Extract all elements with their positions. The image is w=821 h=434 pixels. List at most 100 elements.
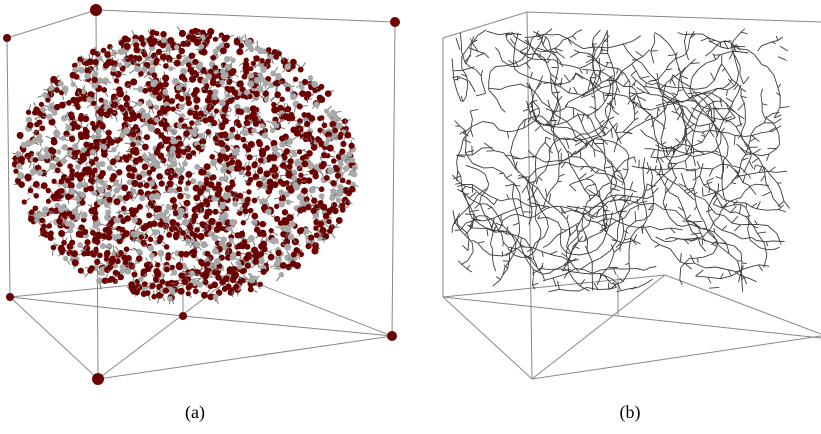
node: [245, 252, 252, 259]
node: [248, 235, 255, 242]
branch: [689, 258, 698, 259]
node: [178, 208, 185, 215]
node: [207, 115, 214, 122]
branch: [701, 135, 705, 137]
branch: [715, 225, 722, 230]
node: [170, 146, 176, 152]
branch: [544, 130, 552, 135]
branch: [567, 127, 576, 130]
node: [163, 138, 169, 144]
node: [297, 207, 303, 213]
branch: [545, 137, 546, 142]
branch: [678, 197, 681, 204]
branch: [545, 142, 551, 149]
node: [175, 94, 181, 100]
node: [190, 35, 197, 42]
node: [179, 175, 185, 181]
node: [60, 136, 65, 141]
branch: [626, 150, 629, 156]
branch: [467, 265, 470, 269]
node: [278, 189, 284, 195]
branch: [708, 277, 721, 279]
node: [37, 170, 43, 176]
cube-edge: [443, 297, 821, 379]
branch: [533, 188, 538, 196]
branch: [579, 179, 585, 190]
branch: [738, 103, 745, 110]
branch: [660, 36, 669, 45]
node: [92, 71, 98, 77]
node: [343, 166, 349, 172]
branch: [552, 92, 560, 93]
node: [260, 123, 265, 128]
node: [278, 105, 284, 111]
node: [298, 173, 303, 178]
node: [140, 240, 146, 246]
node: [73, 99, 79, 105]
branch: [605, 109, 606, 116]
node: [293, 77, 298, 82]
node: [198, 259, 204, 265]
node: [311, 144, 318, 151]
node: [301, 160, 308, 167]
branch: [736, 212, 746, 217]
node: [74, 172, 80, 178]
node: [319, 115, 324, 120]
branch: [726, 90, 727, 96]
branch: [472, 163, 483, 168]
node: [124, 157, 130, 163]
node: [342, 118, 348, 124]
node: [279, 272, 284, 277]
node: [272, 164, 277, 169]
branch: [693, 221, 703, 222]
branch: [678, 33, 683, 35]
node: [258, 282, 263, 287]
cube-edge: [10, 297, 392, 379]
node: [322, 123, 328, 129]
node: [274, 91, 280, 97]
node: [193, 97, 200, 104]
node: [198, 133, 204, 139]
branch: [742, 281, 743, 292]
node: [133, 42, 139, 48]
node: [144, 134, 150, 140]
node: [85, 166, 91, 172]
branch: [698, 257, 704, 258]
node: [165, 255, 171, 261]
node: [221, 114, 226, 119]
node: [337, 184, 343, 190]
node: [54, 157, 60, 163]
node: [243, 64, 250, 71]
node: [173, 232, 180, 239]
branch: [696, 270, 704, 276]
branch: [520, 193, 521, 204]
branch: [693, 154, 705, 156]
node: [116, 169, 122, 175]
node: [200, 241, 207, 248]
node: [323, 213, 330, 220]
node: [306, 177, 312, 183]
node: [34, 122, 40, 128]
branch: [711, 222, 714, 229]
node: [186, 153, 193, 160]
node: [136, 174, 142, 180]
node: [83, 141, 89, 147]
branch: [621, 223, 631, 227]
node: [133, 158, 139, 164]
branch: [617, 223, 619, 230]
branch: [531, 212, 532, 219]
corner-node: [92, 373, 104, 385]
node: [203, 110, 208, 115]
branch: [752, 133, 760, 136]
branch: [559, 174, 565, 176]
node: [116, 90, 121, 95]
branch: [741, 191, 745, 197]
node: [164, 209, 170, 215]
branch: [579, 173, 586, 179]
branch: [522, 55, 525, 59]
branch: [704, 222, 708, 233]
branch: [700, 245, 706, 252]
node: [25, 175, 32, 182]
node: [98, 187, 105, 194]
branch: [531, 203, 533, 212]
